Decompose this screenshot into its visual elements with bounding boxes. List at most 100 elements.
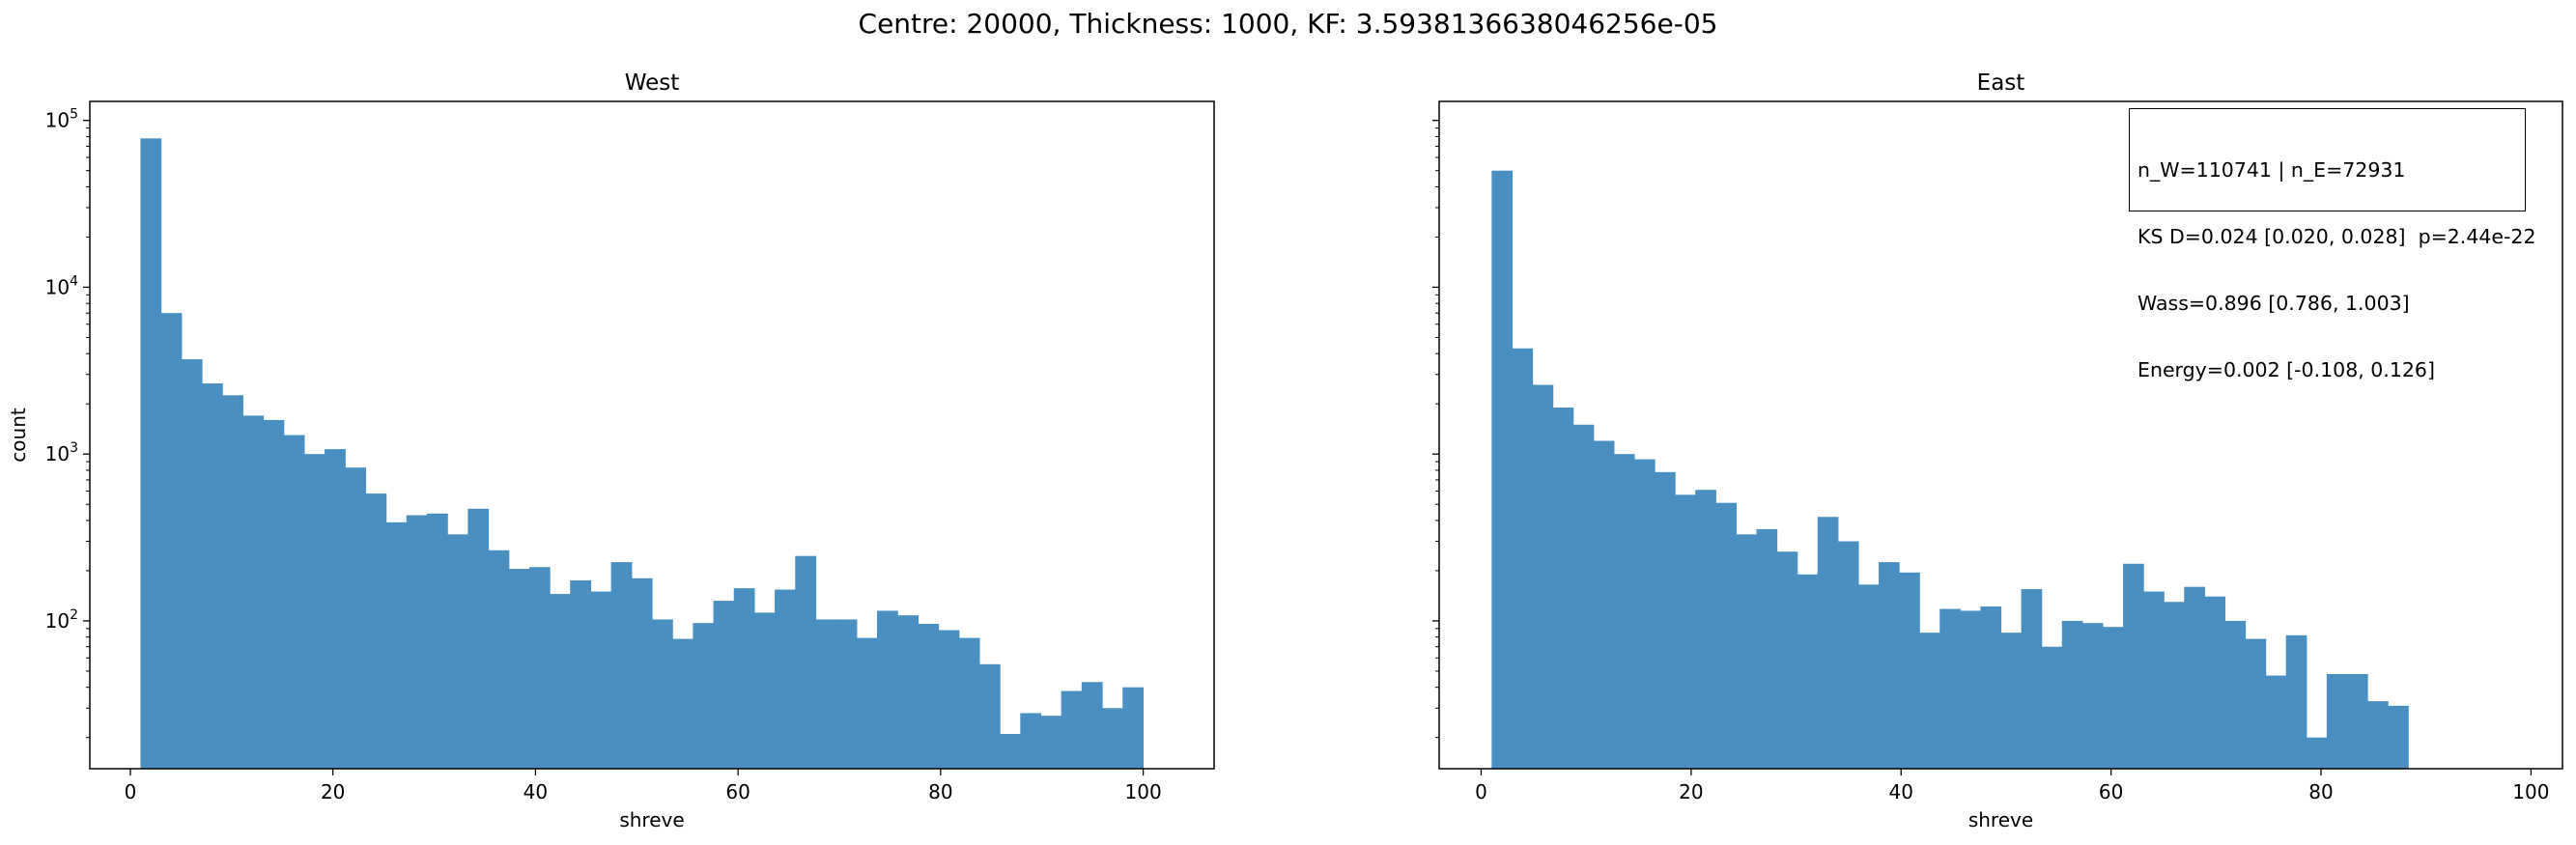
histogram-bar xyxy=(856,637,878,769)
histogram-bar xyxy=(2000,633,2023,769)
histogram-bar xyxy=(1593,440,1615,769)
histogram-bar xyxy=(1756,528,1778,769)
histogram-bar xyxy=(1491,170,1514,769)
histogram-bar xyxy=(2143,591,2165,769)
histogram-bar xyxy=(2224,620,2247,769)
histogram-bar xyxy=(2367,701,2389,769)
x-tick-label: 20 xyxy=(321,780,345,803)
panel-title: West xyxy=(625,70,680,96)
histogram-bar xyxy=(2081,623,2104,769)
histogram-bar xyxy=(1655,471,1676,769)
x-tick-label: 40 xyxy=(1889,780,1913,803)
histogram-bar xyxy=(1919,633,1940,769)
x-tick-label: 60 xyxy=(2099,780,2123,803)
x-tick-label: 100 xyxy=(1125,780,1162,803)
histogram-bar xyxy=(447,534,468,769)
x-axis-label: shreve xyxy=(1968,808,2033,831)
histogram-bar xyxy=(467,508,490,769)
stats-counts: n_W=110741 | n_E=72931 xyxy=(2137,158,2406,182)
histogram-bar xyxy=(283,435,305,769)
stats-ks: KS D=0.024 [0.020, 0.028] p=2.44e-22 xyxy=(2137,225,2536,248)
histogram-bar xyxy=(835,619,858,769)
histogram-bar xyxy=(672,638,694,769)
histogram-bar xyxy=(1040,716,1062,769)
histogram-bar xyxy=(2102,627,2124,769)
y-axis-label: count xyxy=(7,408,30,463)
y-tick-label: 105 xyxy=(45,107,78,132)
histogram-bar xyxy=(2184,586,2205,769)
histogram-bar xyxy=(242,415,265,769)
y-tick-label: 104 xyxy=(45,273,78,298)
histogram-bar xyxy=(815,619,837,769)
histogram-bar xyxy=(733,588,755,769)
x-tick-label: 20 xyxy=(1679,780,1703,803)
x-tick-label: 40 xyxy=(524,780,548,803)
histogram-bar xyxy=(1715,502,1737,769)
histogram-bar xyxy=(201,383,223,769)
histogram-bar xyxy=(1857,584,1880,769)
histogram-bar xyxy=(365,493,387,769)
histogram-bar xyxy=(1776,551,1798,769)
histogram-bar xyxy=(2204,596,2226,769)
histogram-bar xyxy=(345,467,367,769)
histogram-bar xyxy=(550,594,571,769)
histogram-bar xyxy=(2285,634,2307,769)
histogram-bar xyxy=(1532,384,1554,769)
histogram-bar xyxy=(753,612,776,769)
histogram-bar xyxy=(2061,620,2083,769)
histogram-bar xyxy=(1837,541,1859,769)
histogram-bar xyxy=(2245,638,2267,769)
histogram-bar xyxy=(426,513,448,769)
histogram-bar xyxy=(631,577,653,769)
histogram-bar xyxy=(406,515,428,769)
east-panel: 0 20 40 60 80 100 East shreve xyxy=(1432,70,2563,831)
histogram-bar xyxy=(325,449,346,769)
histogram-bar xyxy=(140,138,162,770)
histogram-bar xyxy=(610,562,633,769)
x-axis-label: shreve xyxy=(619,808,684,831)
x-tick-label: 100 xyxy=(2512,780,2549,803)
histogram-bar xyxy=(1899,572,1920,769)
histogram-bar xyxy=(1960,610,1982,769)
histogram-bar xyxy=(1102,708,1123,769)
histogram-bar xyxy=(1736,534,1758,769)
histogram-bar xyxy=(2123,563,2144,769)
histogram-bar xyxy=(1980,606,2002,769)
figure-title: Centre: 20000, Thickness: 1000, KF: 3.59… xyxy=(858,8,1718,40)
histogram-bar xyxy=(2306,737,2328,769)
histogram-bar xyxy=(508,569,530,769)
histogram-bar xyxy=(2021,589,2043,769)
histogram-bar xyxy=(181,359,203,769)
histogram-bar xyxy=(263,419,285,769)
histogram-bar xyxy=(160,313,183,769)
histogram-bar xyxy=(938,630,960,769)
histogram-bar xyxy=(528,567,551,769)
histogram-bar xyxy=(1020,713,1042,769)
histogram-bar xyxy=(1878,562,1900,769)
histogram-bar xyxy=(958,637,980,769)
histogram-bar xyxy=(795,555,817,769)
histogram-bar xyxy=(222,395,243,769)
histogram-bar xyxy=(918,623,940,769)
histogram-bar xyxy=(713,601,735,769)
x-tick-label: 80 xyxy=(928,780,952,803)
west-panel: 0 20 40 60 80 100 102 103 104 105 West shreve count xyxy=(7,70,1215,831)
histogram-bar xyxy=(1122,687,1144,769)
histogram-bar xyxy=(897,615,919,769)
histogram-bar xyxy=(1939,608,1961,769)
histogram-bar xyxy=(877,610,898,769)
histogram-bar xyxy=(2326,673,2348,769)
panel-title: East xyxy=(1977,70,2025,96)
histogram-bar xyxy=(2388,705,2409,769)
histogram-bar xyxy=(775,589,796,769)
histogram-bar xyxy=(303,454,326,769)
x-tick-label: 0 xyxy=(1475,780,1487,803)
histogram-bar xyxy=(693,623,715,769)
histogram-bar xyxy=(488,549,510,769)
histogram-bar xyxy=(1000,734,1021,769)
axes-frame xyxy=(1438,100,2563,770)
x-tick-label: 0 xyxy=(125,780,137,803)
histogram-bar xyxy=(652,619,673,769)
x-tick-label: 80 xyxy=(2308,780,2333,803)
